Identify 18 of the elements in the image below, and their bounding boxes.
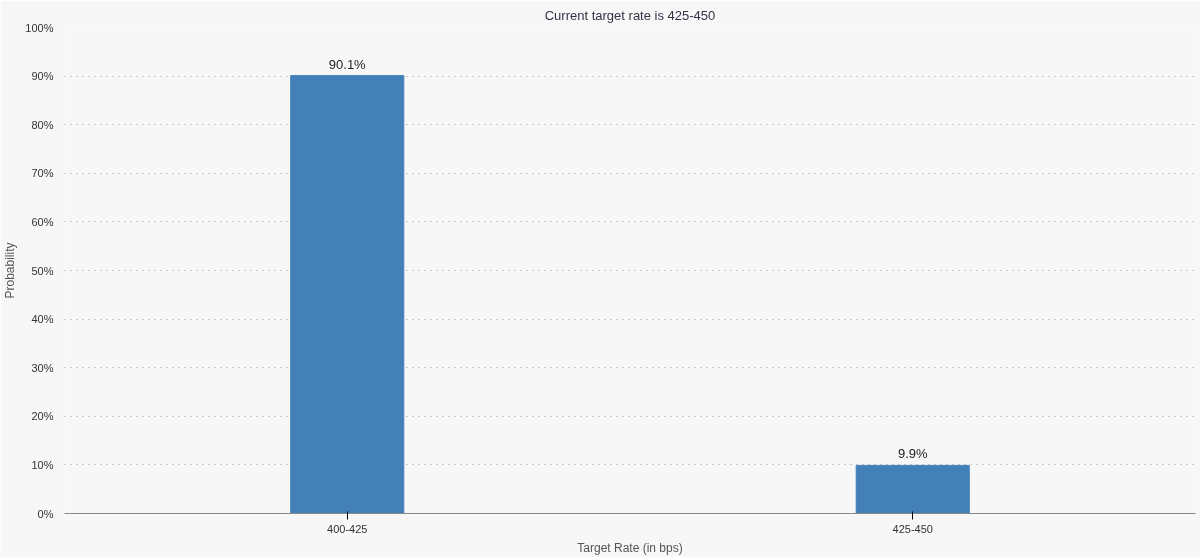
y-tick-label: 80% xyxy=(31,118,54,131)
y-tick-label: 40% xyxy=(31,313,54,326)
y-tick-label: 70% xyxy=(31,167,54,180)
x-tick-label: 400-425 xyxy=(327,522,368,535)
y-tick-label: 10% xyxy=(31,458,54,471)
y-tick-label: 90% xyxy=(31,70,54,83)
data-label: 90.1% xyxy=(328,56,367,72)
chart-title: Current target rate is 425-450 xyxy=(544,7,716,23)
y-tick-label: 60% xyxy=(31,215,54,228)
y-tick-label: 50% xyxy=(31,264,54,277)
y-tick-label: 30% xyxy=(31,361,54,374)
y-tick-label: 20% xyxy=(31,410,54,423)
data-label: 9.9% xyxy=(897,446,929,462)
y-tick-label: 0% xyxy=(37,507,54,520)
y-tick-label: 100% xyxy=(25,21,54,34)
x-tick-label: 425-450 xyxy=(892,522,933,535)
x-axis-title: Target Rate (in bps) xyxy=(577,540,683,555)
y-axis-title: Probability xyxy=(3,242,18,299)
